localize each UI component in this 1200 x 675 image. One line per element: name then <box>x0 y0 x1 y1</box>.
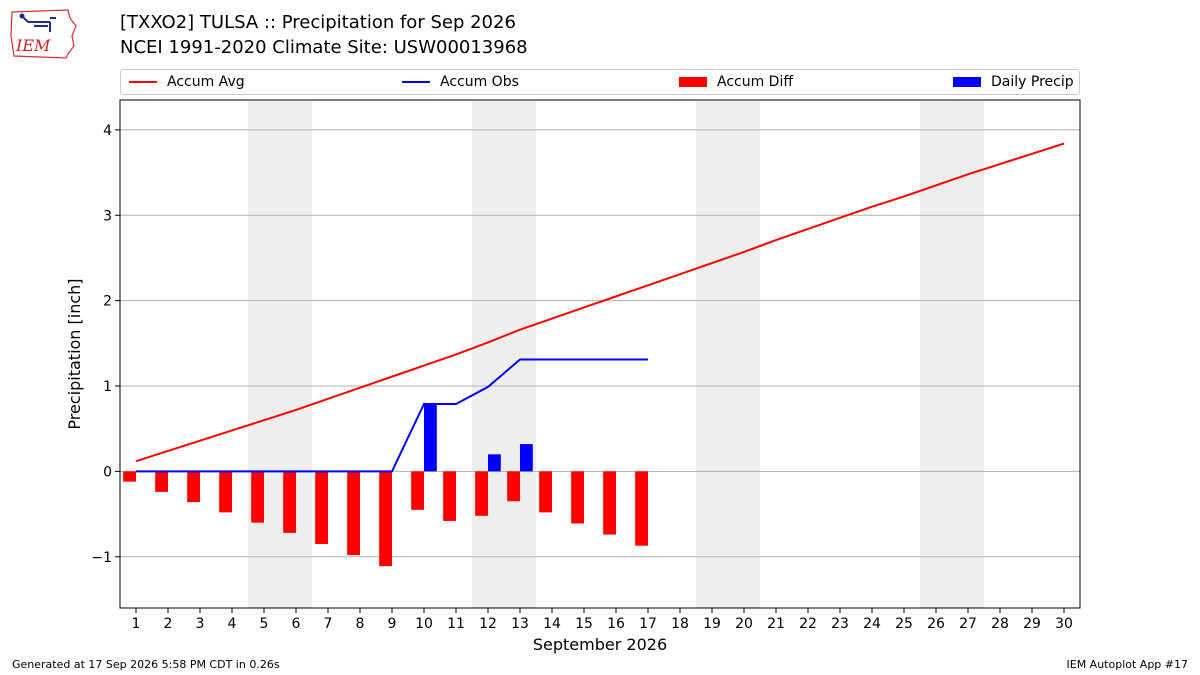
weekend-band-3 <box>696 100 760 608</box>
weekend-band-4 <box>920 100 984 608</box>
accum-diff-bar-day-13 <box>507 471 520 502</box>
x-tick-label-4: 4 <box>228 616 237 632</box>
x-tick-label-3: 3 <box>196 616 205 632</box>
footer-app-text: IEM Autoplot App #17 <box>1066 658 1189 671</box>
accum-obs-line <box>136 358 648 473</box>
x-tick-label-23: 23 <box>831 616 849 632</box>
x-tick-label-9: 9 <box>388 616 397 632</box>
legend-label-accum-avg: Accum Avg <box>167 74 245 90</box>
daily-precip-bar-day-10 <box>424 403 437 472</box>
y-axis-label: Precipitation [inch] <box>65 278 84 429</box>
x-tick-label-29: 29 <box>1023 616 1041 632</box>
accum-diff-bar-day-17 <box>635 471 648 546</box>
bars <box>123 403 648 567</box>
logo-text: IEM <box>15 36 51 55</box>
x-tick-label-6: 6 <box>292 616 301 632</box>
x-tick-label-20: 20 <box>735 616 753 632</box>
weather-station-icon <box>21 15 56 32</box>
accum-diff-bar-day-11 <box>443 471 456 521</box>
accum-diff-bar-day-12 <box>475 471 488 516</box>
x-tick-label-7: 7 <box>324 616 333 632</box>
y-tick-label-2: 2 <box>103 294 112 310</box>
x-tick-label-14: 14 <box>543 616 561 632</box>
legend-label-accum-obs: Accum Obs <box>440 74 519 90</box>
legend-label-accum-diff: Accum Diff <box>717 74 794 90</box>
accum-diff-bar-day-8 <box>347 471 360 556</box>
x-tick-label-21: 21 <box>767 616 785 632</box>
x-tick-label-15: 15 <box>575 616 593 632</box>
y-tick-label--1: −1 <box>91 550 112 566</box>
iem-logo: IEM <box>10 9 77 59</box>
accum-diff-bar-day-2 <box>155 471 168 492</box>
legend-swatch-accum-obs <box>402 81 430 83</box>
daily-precip-bar-day-12 <box>488 454 501 472</box>
x-tick-label-11: 11 <box>447 616 465 632</box>
x-tick-label-19: 19 <box>703 616 721 632</box>
accum-diff-bar-day-3 <box>187 471 200 503</box>
weekend-shading <box>248 100 984 608</box>
x-tick-label-1: 1 <box>132 616 141 632</box>
x-tick-label-25: 25 <box>895 616 913 632</box>
y-tick-label-0: 0 <box>103 464 112 480</box>
legend-item-accum-obs: Accum Obs <box>402 70 519 94</box>
y-tick-label-3: 3 <box>103 208 112 224</box>
weekend-band-1 <box>248 100 312 608</box>
chart-subtitle: NCEI 1991-2020 Climate Site: USW00013968 <box>120 37 528 58</box>
accum-diff-bar-day-10 <box>411 471 424 510</box>
accum-diff-bar-day-5 <box>251 471 264 523</box>
legend-item-accum-diff: Accum Diff <box>679 70 793 94</box>
x-tick-label-18: 18 <box>671 616 689 632</box>
legend-swatch-accum-avg <box>129 81 157 83</box>
plot-frame <box>119 99 1081 609</box>
accum-diff-bar-day-9 <box>379 471 392 567</box>
legend-label-daily-precip: Daily Precip <box>991 74 1074 90</box>
x-tick-label-13: 13 <box>511 616 529 632</box>
legend-swatch-daily-precip <box>953 77 981 87</box>
x-tick-label-30: 30 <box>1055 616 1073 632</box>
accum-diff-bar-day-1 <box>123 471 136 482</box>
accum-diff-bar-day-6 <box>283 471 296 533</box>
accum-diff-bar-day-16 <box>603 471 616 535</box>
x-tick-label-22: 22 <box>799 616 817 632</box>
anemometer-icon <box>19 13 25 19</box>
accum-diff-bar-day-4 <box>219 471 232 513</box>
x-tick-label-8: 8 <box>356 616 365 632</box>
x-axis-label: September 2026 <box>533 635 667 654</box>
x-tick-label-27: 27 <box>959 616 977 632</box>
chart-title: [TXXO2] TULSA :: Precipitation for Sep 2… <box>120 12 516 33</box>
series-lines <box>135 142 1065 473</box>
x-tick-label-26: 26 <box>927 616 945 632</box>
x-tick-label-5: 5 <box>260 616 269 632</box>
accum-diff-bar-day-15 <box>571 471 584 524</box>
x-tick-label-28: 28 <box>991 616 1009 632</box>
x-tick-label-24: 24 <box>863 616 881 632</box>
legend-item-accum-avg: Accum Avg <box>129 70 245 94</box>
x-tick-label-12: 12 <box>479 616 497 632</box>
daily-precip-bar-day-13 <box>520 444 533 472</box>
x-tick-label-10: 10 <box>415 616 433 632</box>
legend-item-daily-precip: Daily Precip <box>953 70 1074 94</box>
weekend-band-2 <box>472 100 536 608</box>
footer-generated-text: Generated at 17 Sep 2026 5:58 PM CDT in … <box>12 658 280 671</box>
iowa-state-outline <box>10 9 77 59</box>
legend-swatch-accum-diff <box>679 77 707 87</box>
x-tick-label-17: 17 <box>639 616 657 632</box>
accum-diff-bar-day-14 <box>539 471 552 513</box>
legend: Accum Avg Accum Obs Accum Diff Daily Pre… <box>120 69 1080 95</box>
y-tick-label-4: 4 <box>103 123 112 139</box>
x-tick-label-16: 16 <box>607 616 625 632</box>
accum-avg-line <box>135 142 1065 463</box>
y-tick-label-1: 1 <box>103 379 112 395</box>
accum-diff-bar-day-7 <box>315 471 328 544</box>
x-tick-label-2: 2 <box>164 616 173 632</box>
